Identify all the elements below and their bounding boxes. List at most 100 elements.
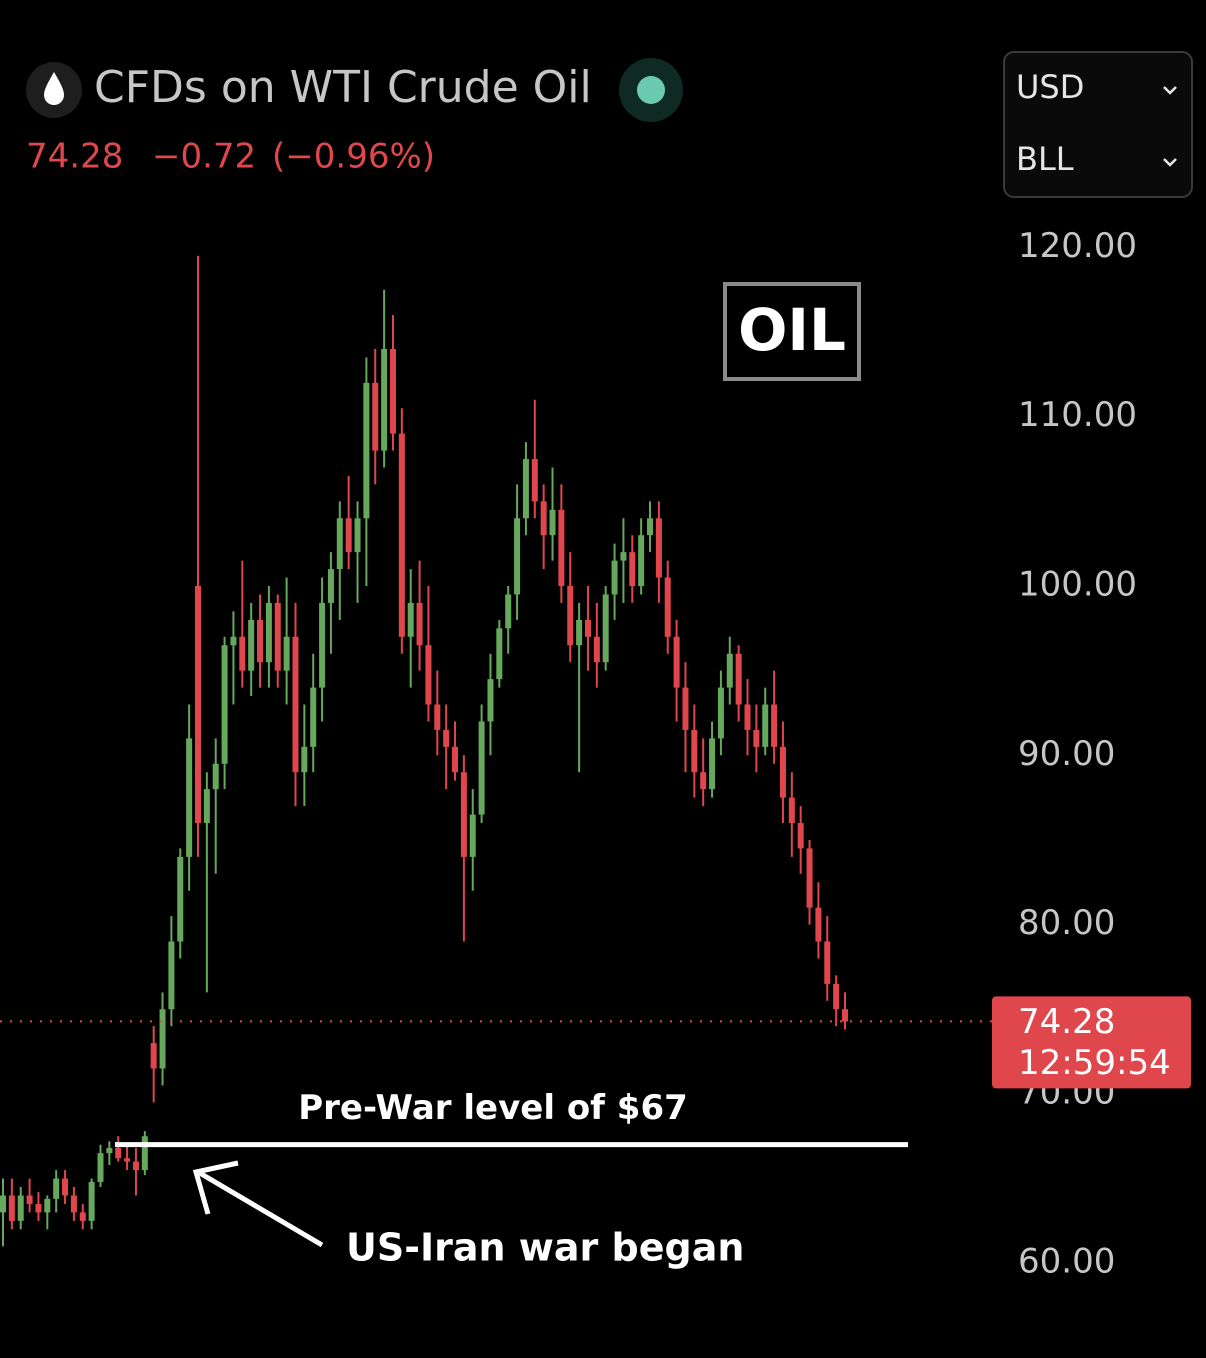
candle-body	[132, 1161, 139, 1171]
candle-body	[177, 856, 184, 942]
candle-body	[26, 1195, 33, 1204]
candle-body	[744, 704, 751, 730]
candle-body	[522, 459, 529, 519]
instrument-title: CFDs on WTI Crude Oil	[94, 62, 592, 113]
candle-body	[389, 348, 396, 434]
candle-body	[629, 552, 636, 586]
annotation-box	[723, 282, 861, 381]
annotation-label: OIL	[738, 296, 846, 364]
candle-body	[221, 645, 228, 764]
candle-body	[647, 518, 654, 536]
candle-body	[815, 907, 822, 942]
candle-body	[655, 518, 662, 578]
candle-body	[762, 704, 769, 747]
candle-body	[673, 636, 680, 688]
candle-body	[159, 1009, 166, 1069]
candle-body	[709, 738, 716, 790]
candle-body	[611, 560, 618, 595]
candle-body	[141, 1136, 148, 1171]
currency-select[interactable]: USD	[1016, 68, 1084, 106]
candle-body	[354, 518, 361, 553]
candle-body	[283, 636, 290, 671]
last-price-badge-value: 74.28	[1018, 1002, 1115, 1042]
unit-selector[interactable]: USD BLL	[1003, 51, 1193, 198]
candle-body	[806, 848, 813, 908]
chevron	[1163, 158, 1177, 167]
candle-body	[407, 602, 414, 637]
last-price: 74.28	[26, 137, 123, 177]
candle-body	[336, 518, 343, 570]
y-tick-label: 110.00	[1018, 395, 1137, 435]
candle-body	[788, 797, 795, 824]
y-tick-label: 90.00	[1018, 734, 1115, 774]
candle-body	[842, 1009, 848, 1022]
candle-body	[531, 459, 538, 502]
y-tick-label: 100.00	[1018, 565, 1137, 605]
candle-body	[8, 1195, 15, 1221]
candle-body	[700, 772, 707, 790]
candle-body	[505, 594, 512, 629]
candle-body	[638, 535, 645, 586]
candle-body	[0, 1195, 6, 1213]
candle-body	[44, 1198, 51, 1213]
candle-body	[514, 518, 521, 595]
candle-body	[35, 1203, 42, 1213]
candle-body	[664, 577, 671, 637]
candle-body	[363, 382, 370, 519]
candle-body	[345, 518, 352, 553]
candle-body	[460, 772, 467, 857]
candle-body	[62, 1178, 69, 1196]
candle-body	[274, 602, 281, 671]
candle-body	[434, 704, 441, 730]
y-tick-label: 80.00	[1018, 903, 1115, 943]
candle-body	[779, 746, 786, 798]
candle-body	[115, 1148, 122, 1159]
candle-body	[106, 1148, 113, 1154]
arrow	[192, 1160, 324, 1248]
candle-body	[88, 1181, 95, 1221]
candle-body	[248, 619, 255, 671]
candle-body	[398, 433, 405, 637]
candle-body	[753, 729, 760, 747]
unit-select[interactable]: BLL	[1016, 140, 1074, 178]
price-change: −0.72	[152, 137, 256, 177]
candle-body	[549, 509, 556, 536]
candle-body	[230, 636, 237, 646]
candle-body	[79, 1212, 86, 1221]
candle-body	[691, 729, 698, 773]
candle-body	[203, 789, 210, 824]
candle-body	[771, 704, 778, 747]
candle-body	[469, 814, 476, 857]
candle-body	[567, 586, 574, 646]
candle-body	[487, 679, 494, 722]
candle-body	[584, 619, 591, 637]
candle-body	[319, 602, 326, 688]
candle-body	[682, 687, 689, 730]
candle-body	[97, 1153, 104, 1182]
candle-body	[593, 636, 600, 663]
chevron	[1163, 86, 1177, 95]
candle-body	[372, 382, 379, 451]
candle-body	[717, 687, 724, 739]
candle-body	[620, 552, 627, 561]
candle-body	[540, 501, 547, 536]
market-status	[619, 58, 683, 122]
candle-body	[452, 746, 459, 773]
candle-body	[124, 1158, 131, 1162]
candle-body	[194, 586, 201, 824]
candle-body	[53, 1178, 60, 1199]
candle-body	[310, 687, 317, 747]
candle-body	[265, 602, 272, 663]
symbol-icon	[26, 62, 82, 118]
candle-body	[726, 653, 733, 688]
candle-body	[168, 941, 175, 1010]
candle-body	[150, 1043, 157, 1069]
candle-body	[70, 1195, 77, 1213]
candle-body	[735, 653, 742, 705]
candle-body	[301, 746, 308, 773]
candle-body	[576, 619, 583, 646]
candle-body	[212, 763, 219, 790]
reference-line-label: Pre-War level of $67	[298, 1088, 688, 1128]
